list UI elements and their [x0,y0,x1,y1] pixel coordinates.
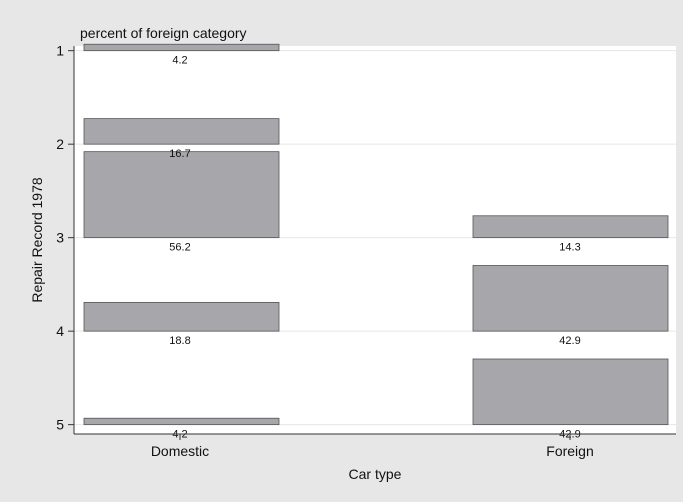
y-tick-label: 3 [56,230,64,246]
bar-value-label: 42.9 [559,335,580,347]
y-tick-label: 2 [56,136,64,152]
bars [83,43,669,426]
bar-value-label: 56.2 [169,242,190,254]
bar-value-label: 18.8 [169,335,190,347]
bar-value-label: 4.2 [172,55,187,67]
bar [83,151,280,239]
chart-title: percent of foreign category [80,25,247,41]
bar [472,265,669,332]
x-tick-label: Domestic [151,443,209,459]
bar-value-label: 14.3 [559,242,580,254]
y-tick-label: 4 [56,323,64,339]
bar [83,118,280,145]
bar [83,301,280,332]
axes: 1 2 3 4 5 Domestic Foreign [56,43,676,459]
bar [472,215,669,239]
bar [83,43,280,52]
y-tick-label: 5 [56,417,64,433]
bar [83,417,280,426]
x-axis-title: Car type [349,466,402,482]
y-axis-title: Repair Record 1978 [29,177,45,303]
x-tick-label: Foreign [546,443,593,459]
bar [472,358,669,426]
y-tick-label: 1 [56,43,64,59]
bar-value-label: 16.7 [169,148,190,160]
